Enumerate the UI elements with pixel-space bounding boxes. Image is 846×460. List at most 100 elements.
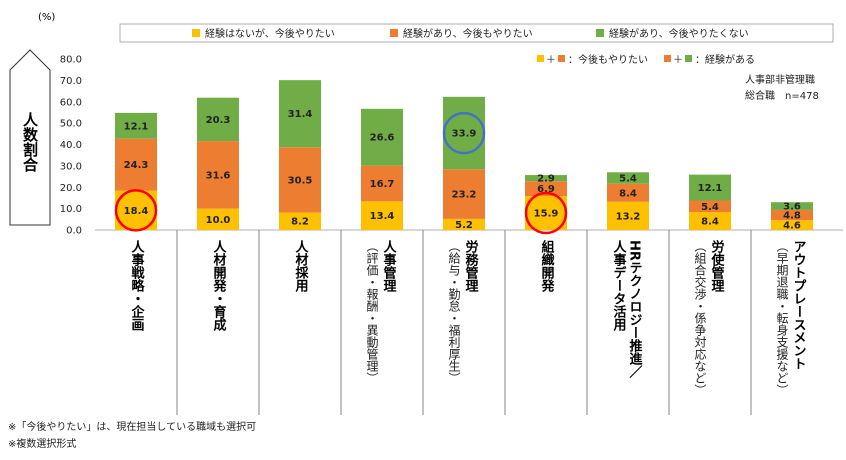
bar-segment (525, 175, 567, 182)
y-tick-label: 70.0 (60, 76, 82, 87)
bar-value-label: 10.0 (206, 215, 231, 226)
highlight-circle (114, 189, 158, 232)
highlight-circle (524, 191, 568, 235)
bar-segment (771, 220, 813, 230)
legend2-text-a: ：今後もやりたい (568, 53, 648, 66)
bar-value-label: 8.4 (701, 217, 719, 228)
legend-swatch (192, 29, 200, 37)
bar-value-label: 2.9 (537, 174, 555, 185)
bar-segment (361, 201, 403, 230)
bar-segment (443, 169, 485, 219)
bar-value-label: 13.4 (370, 211, 395, 222)
bar-segment (771, 202, 813, 210)
bar-segment (607, 183, 649, 202)
bar-value-label: 13.2 (616, 211, 641, 222)
bar-value-label: 6.9 (537, 184, 555, 195)
bar-value-label: 3.6 (783, 202, 801, 213)
bar-segment (443, 218, 485, 230)
bar-segment (197, 97, 239, 142)
bar-value-label: 20.3 (206, 115, 231, 126)
bar-segment (279, 80, 321, 148)
category-label: 人事戦略・企画 (129, 239, 146, 332)
bar-value-label: 33.9 (452, 129, 477, 140)
bar-segment (689, 200, 731, 213)
bar-value-label: 23.2 (452, 190, 477, 201)
bar-segment (525, 196, 567, 230)
y-tick-label: 40.0 (60, 140, 82, 151)
bar-segment (689, 212, 731, 230)
bar-value-label: 5.2 (455, 220, 473, 231)
category-labels: 人事戦略・企画 人材開発・育成 人材採用 人事管理（評価・報酬・異動管理） 労務管理（給… (129, 230, 806, 415)
y-axis-arrow-shape (9, 49, 51, 226)
category-label: 人材採用 (293, 239, 310, 293)
category-sublabel: （組合交渉・係争対応など） (693, 240, 707, 396)
y-tick-label: 60.0 (60, 97, 82, 108)
sample-note-line2: 総合職 n=478 (745, 89, 819, 102)
bar-segment (607, 201, 649, 230)
bar-value-label: 4.6 (783, 221, 801, 232)
legend: 経験はないが、今後やりたい 経験があり、今後もやりたい 経験があり、今後やりたくない (192, 27, 749, 40)
bar-segment (115, 138, 157, 191)
legend-swatch (390, 29, 398, 37)
bar-value-label: 31.6 (206, 170, 231, 181)
y-tick-label: 0.0 (66, 226, 82, 237)
bar-value-label: 18.4 (124, 206, 149, 217)
bar-value-label: 4.8 (783, 211, 801, 222)
legend-label: 経験はないが、今後やりたい (205, 27, 335, 40)
y-tick-label: 80.0 (60, 55, 82, 66)
bar-segment (689, 174, 731, 201)
bar-value-label: 31.4 (288, 109, 313, 120)
bar-segment (443, 96, 485, 170)
category-label: アウトプレースメント (791, 240, 806, 370)
legend2-swatch (685, 55, 692, 62)
bar-segment (279, 212, 321, 230)
category-label: 労使管理 (709, 239, 726, 292)
category-label: HRテクノロジー推進／ (627, 240, 643, 378)
legend2-swatch (558, 55, 565, 62)
bar-segment (607, 172, 649, 184)
legend-box (119, 23, 834, 43)
bar-value-label: 30.5 (288, 175, 313, 186)
category-label: 組織開発 (539, 239, 556, 293)
bar-value-label: 8.4 (619, 188, 637, 199)
bar-segment (361, 108, 403, 166)
category-label: 人材開発・育成 (211, 239, 228, 332)
footnote-2: ※複数選択形式 (8, 437, 76, 450)
bar-value-label: 12.1 (698, 183, 723, 194)
bar-segment (279, 147, 321, 213)
category-label: 労務管理 (463, 239, 479, 292)
legend2-swatch (537, 55, 544, 62)
y-tick-label: 10.0 (60, 204, 82, 215)
y-axis-title: 人数割合 (21, 112, 39, 173)
category-sublabel: （給与・勤怠・福利厚生） (447, 240, 461, 384)
bar-segment (197, 208, 239, 230)
y-unit-label: (%) (38, 12, 55, 23)
y-tick-label: 50.0 (60, 119, 82, 130)
highlight-circle (442, 111, 486, 155)
bar-segment (361, 165, 403, 202)
bar-segment (771, 209, 813, 221)
highlight-circles (114, 111, 568, 235)
category-sublabel: （早期退職・転身支援など） (775, 240, 789, 396)
legend-label: 経験があり、今後もやりたい (403, 27, 533, 40)
legend2-swatch (664, 55, 671, 62)
bar-value-label: 5.4 (619, 174, 637, 185)
legend2-plus: ＋ (546, 55, 556, 66)
y-tick-label: 30.0 (60, 161, 82, 172)
footnote-1: ※「今後やりたい」は、現在担当している職域も選択可 (8, 420, 256, 433)
bar-value-label: 15.9 (534, 209, 559, 220)
category-label: 人事管理 (381, 239, 397, 292)
bar-segment (197, 141, 239, 209)
category-label-2: 人事データ活用 (611, 239, 628, 332)
legend-label: 経験があり、今後やりたくない (609, 27, 749, 40)
bar-value-label: 16.7 (370, 179, 395, 190)
bar-value-label: 26.6 (370, 133, 395, 144)
bar-value-label: 12.1 (124, 121, 149, 132)
legend2-plus: ＋ (673, 55, 683, 66)
category-sublabel: （評価・報酬・異動管理） (365, 240, 379, 384)
legend2-text-b: ：経験がある (695, 53, 755, 66)
y-tick-label: 20.0 (60, 183, 82, 194)
legend-swatch (596, 29, 604, 37)
bar-segment (115, 112, 157, 139)
